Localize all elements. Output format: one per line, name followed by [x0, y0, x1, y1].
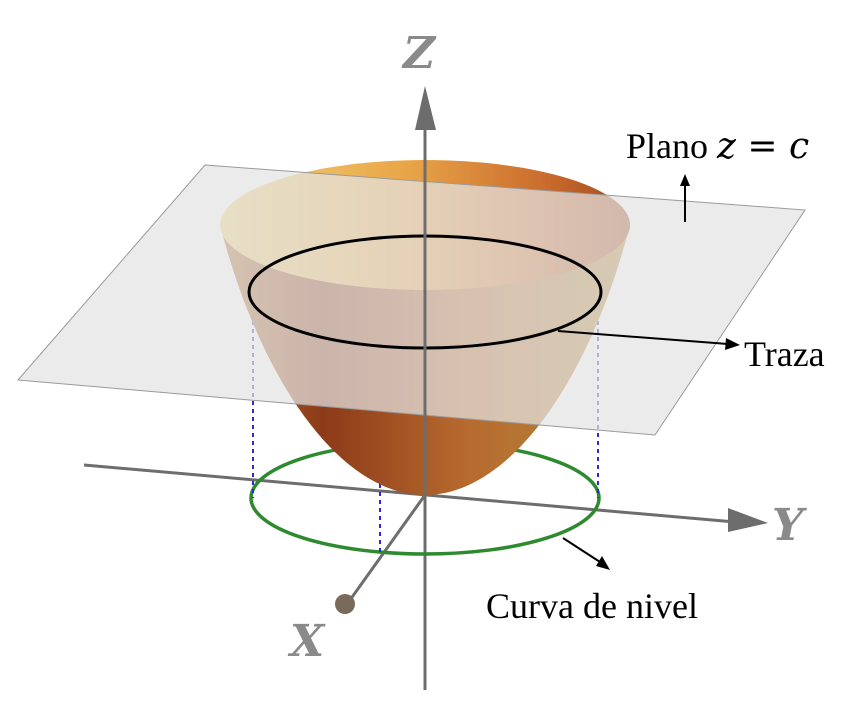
- level-curve-label-arrow: [562, 537, 610, 570]
- plane-label-arrow: [680, 174, 690, 222]
- plane-label-prefix: Plano: [626, 126, 717, 166]
- z-axis-arrowhead: [415, 86, 436, 130]
- plane-label-math: z = c: [716, 126, 809, 167]
- level-curve-label: Curva de nivel: [486, 586, 698, 626]
- trace-label: Traza: [744, 334, 825, 374]
- x-axis: [335, 487, 432, 614]
- x-axis-arrowhead: [335, 594, 355, 614]
- plane-z-c: [16, 164, 806, 436]
- z-axis: [415, 86, 436, 498]
- y-axis-label: Y: [772, 500, 807, 551]
- x-axis-label: X: [287, 616, 326, 667]
- plane-label: Plano z = c: [626, 126, 809, 167]
- trace-label-arrow: [557, 330, 740, 350]
- z-axis-label: Z: [401, 28, 437, 79]
- y-axis-arrowhead: [728, 508, 768, 532]
